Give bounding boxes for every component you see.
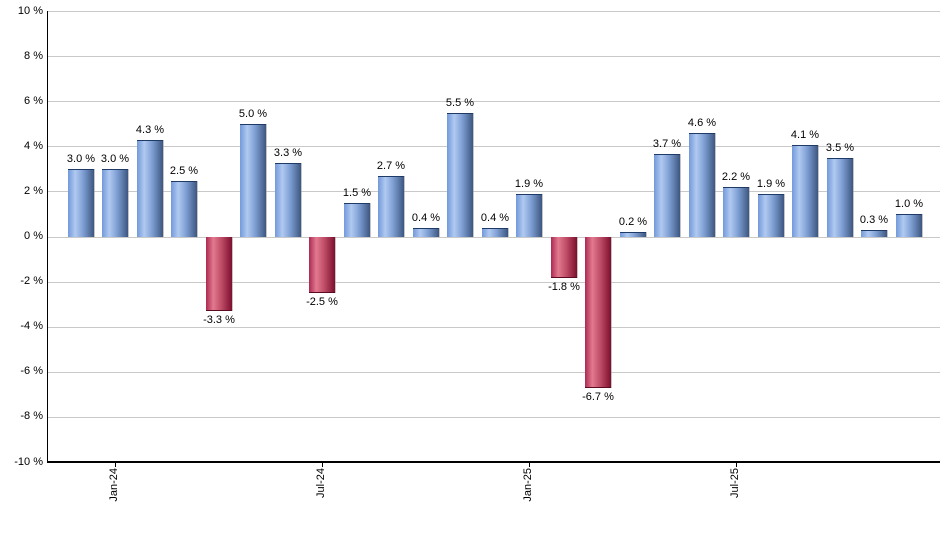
y-axis-tick-label: -10 %	[14, 456, 43, 468]
bar-positive	[240, 124, 266, 237]
y-axis-tick-label: 6 %	[24, 95, 43, 107]
gridline	[48, 145, 940, 147]
bar-value-label: 0.4 %	[411, 212, 441, 224]
bar-value-label: 0.2 %	[618, 216, 648, 228]
bar-positive	[827, 158, 853, 237]
bar-value-label: 3.3 %	[273, 147, 303, 159]
x-axis-line	[47, 461, 940, 463]
bar-positive	[68, 169, 94, 237]
bar-positive	[137, 140, 163, 237]
bar-positive	[413, 228, 439, 237]
bar-positive	[482, 228, 508, 237]
y-axis-line	[47, 11, 48, 462]
bar-value-label: 0.4 %	[480, 212, 510, 224]
bar-value-label: 4.6 %	[687, 117, 717, 129]
bar-positive	[723, 187, 749, 237]
bar-value-label: 5.5 %	[445, 97, 475, 109]
bar-positive	[275, 163, 301, 237]
y-axis-tick-label: 8 %	[24, 50, 43, 62]
gridline	[48, 100, 940, 102]
gridline	[48, 10, 940, 12]
bar-value-label: 1.9 %	[756, 178, 786, 190]
bar-negative	[585, 237, 611, 388]
x-axis-tick-label: Jul-24	[315, 468, 327, 498]
x-axis-tick	[115, 461, 116, 467]
bar-value-label: 2.5 %	[169, 165, 199, 177]
bar-positive	[758, 194, 784, 237]
y-axis-tick-label: 2 %	[24, 185, 43, 197]
bar-value-label: 4.1 %	[790, 129, 820, 141]
x-axis-tick-label: Jul-25	[729, 468, 741, 498]
y-axis-tick-label: 10 %	[17, 5, 43, 17]
bar-positive	[654, 154, 680, 237]
bar-value-label: -6.7 %	[582, 391, 614, 403]
gridline	[48, 326, 940, 328]
bar-value-label: 5.0 %	[238, 108, 268, 120]
bar-positive	[689, 133, 715, 237]
x-axis-tick	[529, 461, 530, 467]
bar-negative	[206, 237, 232, 311]
bar-negative	[309, 237, 335, 293]
bar-positive	[620, 232, 646, 237]
bar-value-label: 1.0 %	[894, 198, 924, 210]
bar-value-label: 2.7 %	[376, 160, 406, 172]
x-axis-tick-label: Jan-24	[108, 468, 120, 502]
gridline	[48, 416, 940, 418]
bar-value-label: 3.7 %	[652, 138, 682, 150]
bar-positive	[171, 181, 197, 237]
bar-positive	[447, 113, 473, 237]
bar-value-label: 3.0 %	[66, 153, 96, 165]
bar-value-label: 0.3 %	[859, 214, 889, 226]
bar-value-label: -1.8 %	[548, 281, 580, 293]
gridline	[48, 190, 940, 192]
bar-value-label: 2.2 %	[721, 171, 751, 183]
bar-positive	[102, 169, 128, 237]
x-axis-tick	[736, 461, 737, 467]
bar-positive	[896, 214, 922, 237]
x-axis-tick	[322, 461, 323, 467]
bar-value-label: 3.5 %	[825, 142, 855, 154]
bar-value-label: 1.9 %	[514, 178, 544, 190]
gridline	[48, 281, 940, 283]
bar-positive	[344, 203, 370, 237]
y-axis-tick-label: -8 %	[20, 410, 43, 422]
y-axis-tick-label: 4 %	[24, 140, 43, 152]
y-axis-tick-label: -2 %	[20, 275, 43, 287]
y-axis-tick-label: -6 %	[20, 365, 43, 377]
gridline	[48, 371, 940, 373]
bar-positive	[861, 230, 887, 237]
bar-positive	[516, 194, 542, 237]
bar-value-label: -2.5 %	[306, 296, 338, 308]
y-axis-tick-label: 0 %	[24, 230, 43, 242]
bar-positive	[792, 145, 818, 237]
bar-negative	[551, 237, 577, 278]
y-axis-tick-label: -4 %	[20, 320, 43, 332]
bar-positive	[378, 176, 404, 237]
bar-value-label: 4.3 %	[135, 124, 165, 136]
bar-value-label: 1.5 %	[342, 187, 372, 199]
bar-value-label: -3.3 %	[203, 314, 235, 326]
bar-value-label: 3.0 %	[100, 153, 130, 165]
gridline	[48, 236, 940, 238]
x-axis-tick-label: Jan-25	[522, 468, 534, 502]
gridline	[48, 55, 940, 57]
